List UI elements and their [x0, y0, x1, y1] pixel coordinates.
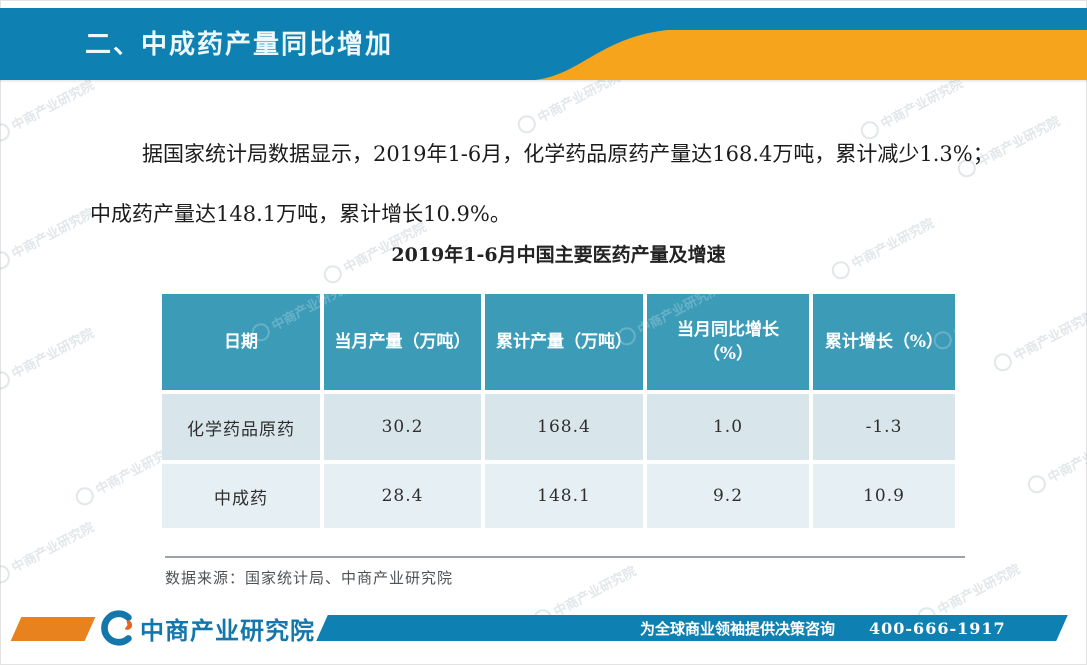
footer-slogan: 为全球商业领袖提供决策咨询: [640, 619, 836, 638]
table-cell-row2-cumulative: 148.1: [485, 464, 643, 528]
table-cell-row1-yoy: 1.0: [647, 394, 809, 460]
footer-band-text: 为全球商业领袖提供决策咨询 400-666-1917: [640, 615, 1040, 641]
watermark: 中商产业研究院: [0, 323, 97, 393]
watermark-text: 中商产业研究院: [9, 206, 97, 263]
watermark-logo-icon: [0, 119, 13, 144]
paragraph-line-1: 据国家统计局数据显示，2019年1-6月，化学药品原药产量达168.4万吨，累计…: [142, 142, 994, 166]
table-cell-row2-yoy: 9.2: [647, 464, 809, 528]
watermark-text: 中商产业研究院: [951, 286, 1039, 343]
footer-phone: 400-666-1917: [869, 618, 1006, 638]
col-header-label: 累计增长（%）: [824, 332, 944, 352]
watermark-text: 中商产业研究院: [551, 564, 639, 621]
watermark-text: 中商产业研究院: [9, 520, 97, 577]
table-cell-row1-name: 化学药品原药: [162, 394, 320, 460]
col-header-label: 当月同比增长: [677, 320, 779, 340]
body-paragraph: 据国家统计局数据显示，2019年1-6月，化学药品原药产量达168.4万吨，累计…: [90, 124, 1050, 244]
watermark-logo-icon: [0, 367, 13, 392]
table-cell-row1-monthly: 30.2: [324, 394, 481, 460]
watermark-text: 中商产业研究院: [1045, 430, 1087, 487]
watermark: 中商产业研究院: [0, 517, 97, 587]
source-note: 数据来源：国家统计局、中商产业研究院: [165, 569, 454, 587]
col-header-label: 累计产量（万吨）: [496, 332, 632, 352]
col-header-cumulative-growth: 累计增长（%）: [813, 294, 955, 390]
table-cell-row2-monthly: 28.4: [324, 464, 481, 528]
table-title: 2019年1-6月中国主要医药产量及增速: [391, 244, 726, 266]
col-header-cumulative-output: 累计产量（万吨）: [485, 294, 643, 390]
watermark: 中商产业研究院: [0, 75, 97, 145]
watermark-text: 中商产业研究院: [1011, 308, 1087, 365]
table-cell-row2-cum-growth: 10.9: [813, 464, 955, 528]
col-header-label: 当月产量（万吨）: [334, 332, 471, 352]
watermark: 中商产业研究院: [0, 203, 97, 273]
watermark-logo-icon: [0, 247, 13, 272]
footer-orange-bar: [10, 617, 96, 641]
table-cell-row1-cum-growth: -1.3: [813, 394, 955, 460]
col-header-monthly-yoy-growth: 当月同比增长 （%）: [647, 294, 809, 390]
watermark: 中商产业研究院: [990, 305, 1087, 375]
col-header-label: 日期: [224, 332, 258, 352]
production-table: 日期 当月产量（万吨） 累计产量（万吨） 当月同比增长 （%） 累计增长（%） 化…: [162, 294, 955, 528]
header-bar: 二、中成药产量同比增加: [0, 8, 1087, 83]
brand-name: 中商产业研究院: [140, 617, 315, 645]
watermark: 中商产业研究院: [1024, 427, 1087, 497]
page-title: 二、中成药产量同比增加: [85, 30, 394, 60]
table-cell-row2-name: 中成药: [162, 464, 320, 528]
table-cell-row1-cumulative: 168.4: [485, 394, 643, 460]
watermark-text: 中商产业研究院: [9, 78, 97, 135]
col-header-label: （%）: [702, 344, 754, 364]
watermark-logo-icon: [990, 349, 1015, 374]
watermark-logo-icon: [72, 483, 97, 508]
watermark-logo-icon: [0, 561, 13, 586]
col-header-monthly-output: 当月产量（万吨）: [324, 294, 481, 390]
company-logo-icon: [101, 610, 133, 646]
watermark-text: 中商产业研究院: [9, 326, 97, 383]
paragraph-line-2: 中成药产量达148.1万吨，累计增长10.9%。: [90, 202, 511, 226]
watermark-text: 中商产业研究院: [935, 562, 1023, 619]
watermark-logo-icon: [1024, 471, 1049, 496]
orange-swoosh-shape: [535, 30, 1087, 80]
divider-line: [165, 556, 965, 558]
col-header-date: 日期: [162, 294, 320, 390]
